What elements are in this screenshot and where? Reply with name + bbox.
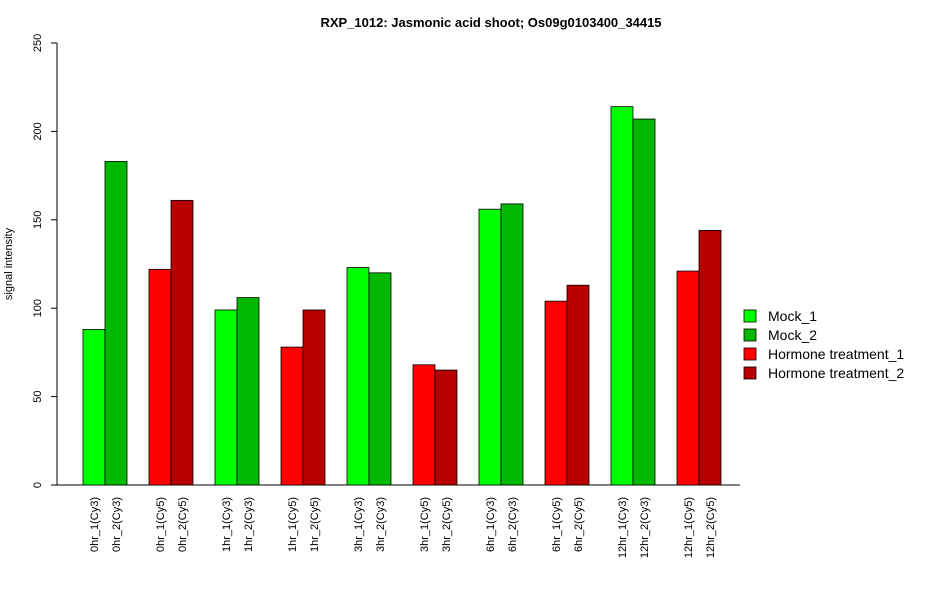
bar [676,270,700,486]
x-tick-label: 6hr_2(Cy3) [507,497,519,552]
x-tick-label: 1hr_1(Cy5) [287,497,299,552]
y-axis-label: signal intensity [3,227,15,300]
x-tick-label: 1hr_1(Cy3) [221,497,233,552]
bar [148,268,172,486]
x-tick-label: 12hr_1(Cy5) [683,497,695,558]
bar [412,364,436,486]
x-tick-label: 0hr_1(Cy5) [155,497,167,552]
legend: Mock_1 Mock_2 Hormone treatment_1 Hormone t… [743,308,904,381]
x-tick-label: 12hr_2(Cy5) [705,497,717,558]
bar [280,346,304,486]
bar [104,161,128,486]
y-tick-label: 50 [32,390,44,402]
bar [500,203,524,486]
x-tick-label: 3hr_2(Cy3) [375,497,387,552]
bar [82,329,106,486]
bars [82,106,722,486]
legend-swatch [743,366,757,380]
y-tick-label: 250 [32,34,44,52]
y-tick-label: 100 [32,299,44,317]
bar [544,300,568,486]
legend-label: Mock_2 [768,327,817,343]
x-tick-label: 6hr_1(Cy3) [485,497,497,552]
bar [302,309,326,486]
legend-label: Mock_1 [768,308,817,324]
bar [368,272,392,486]
x-tick-label: 0hr_2(Cy3) [111,497,123,552]
x-tick-label: 6hr_1(Cy5) [551,497,563,552]
y-tick-label: 0 [32,482,44,488]
x-tick-label: 12hr_1(Cy3) [617,497,629,558]
x-tick-label: 3hr_2(Cy5) [441,497,453,552]
y-axis: 0 50 100 150 200 250 [32,34,58,488]
bar [566,284,590,486]
bar [632,118,656,486]
x-axis: 0hr_1(Cy3) 0hr_2(Cy3) 0hr_1(Cy5) 0hr_2(Cy5)… [57,484,740,558]
x-tick-label: 1hr_2(Cy3) [243,497,255,552]
y-tick-label: 200 [32,122,44,140]
legend-swatch [743,347,757,361]
bar [478,208,502,486]
bar [346,267,370,486]
legend-swatch [743,309,757,323]
legend-swatch [743,328,757,342]
x-tick-label: 6hr_2(Cy5) [573,497,585,552]
bar [434,369,458,486]
bar [170,199,194,486]
x-tick-label: 1hr_2(Cy5) [309,497,321,552]
bar [698,230,722,486]
bar [236,297,260,486]
x-tick-label: 0hr_1(Cy3) [89,497,101,552]
x-tick-label: 3hr_1(Cy5) [419,497,431,552]
y-tick-label: 150 [32,211,44,229]
x-tick-label: 3hr_1(Cy3) [353,497,365,552]
chart-title: RXP_1012: Jasmonic acid shoot; Os09g0103… [320,15,661,30]
legend-label: Hormone treatment_2 [768,365,904,381]
legend-label: Hormone treatment_1 [768,346,904,362]
bar [214,309,238,486]
x-tick-label: 12hr_2(Cy3) [639,497,651,558]
x-tick-label: 0hr_2(Cy5) [177,497,189,552]
bar [610,106,634,486]
